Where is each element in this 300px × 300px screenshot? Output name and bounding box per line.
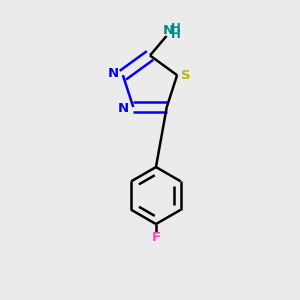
Text: N: N: [118, 102, 129, 115]
Text: N: N: [162, 24, 174, 37]
Text: N: N: [108, 67, 119, 80]
Text: S: S: [181, 69, 190, 82]
Text: H: H: [171, 28, 180, 41]
Text: H: H: [171, 22, 180, 35]
Text: F: F: [152, 231, 160, 244]
